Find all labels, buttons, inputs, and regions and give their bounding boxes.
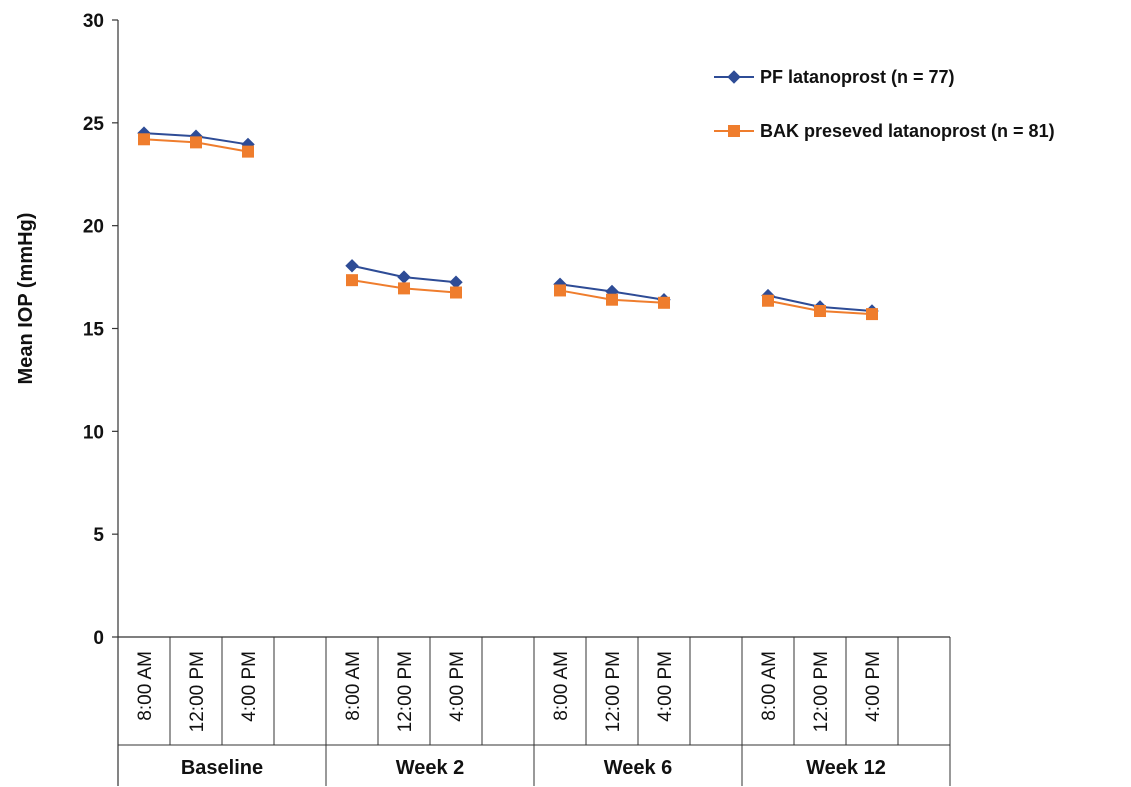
x-category-label: 12:00 PM	[395, 651, 416, 732]
legend-marker	[728, 125, 740, 137]
diamond-marker	[449, 275, 463, 289]
x-group-label: Week 6	[604, 757, 673, 779]
x-category-label: 12:00 PM	[603, 651, 624, 732]
square-marker	[762, 294, 774, 307]
x-category-label: 4:00 PM	[447, 651, 468, 722]
square-marker	[866, 308, 878, 321]
x-category-label: 12:00 PM	[811, 651, 832, 732]
x-category-label: 4:00 PM	[239, 651, 260, 722]
x-category-label: 8:00 AM	[343, 651, 364, 721]
y-tick-label: 10	[83, 422, 104, 443]
y-tick-label: 20	[83, 217, 104, 238]
square-marker	[554, 284, 566, 297]
legend-label: PF latanoprost (n = 77)	[760, 67, 955, 87]
x-group-label: Week 12	[806, 757, 886, 779]
square-marker	[346, 274, 358, 287]
diamond-marker	[345, 259, 359, 273]
square-marker	[190, 136, 202, 149]
y-tick-label: 5	[93, 525, 104, 546]
y-axis-title: Mean IOP (mmHg)	[15, 213, 37, 385]
legend: PF latanoprost (n = 77) BAK preseved lata…	[714, 67, 1055, 141]
square-marker	[814, 305, 826, 318]
x-axis-categories: 8:00 AM 12:00 PM 4:00 PM Baseline 8:00 AM 12:…	[135, 651, 886, 779]
square-marker	[450, 286, 462, 299]
square-marker	[658, 296, 670, 309]
x-group-label: Week 2	[396, 757, 465, 779]
y-tick-label: 0	[93, 628, 104, 649]
x-group-label: Baseline	[181, 757, 263, 779]
x-category-label: 4:00 PM	[863, 651, 884, 722]
series-layer	[137, 126, 879, 321]
square-marker	[138, 133, 150, 146]
y-tick-label: 15	[83, 320, 105, 341]
x-category-label: 8:00 AM	[551, 651, 572, 721]
y-tick-label: 30	[83, 11, 104, 32]
legend-item: PF latanoprost (n = 77)	[714, 67, 955, 87]
diamond-marker	[397, 270, 411, 284]
y-axis-ticks: 0 5 10 15 20 25 30	[83, 11, 118, 649]
legend-marker	[727, 70, 741, 84]
square-marker	[606, 293, 618, 306]
x-category-label: 8:00 AM	[759, 651, 780, 721]
y-tick-label: 25	[83, 114, 105, 135]
square-marker	[242, 145, 254, 158]
legend-item: BAK preseved latanoprost (n = 81)	[714, 121, 1055, 141]
x-category-label: 12:00 PM	[187, 651, 208, 732]
legend-label: BAK preseved latanoprost (n = 81)	[760, 121, 1055, 141]
series-2	[138, 133, 878, 321]
axes	[117, 20, 951, 786]
x-category-label: 8:00 AM	[135, 651, 156, 721]
x-category-label: 4:00 PM	[655, 651, 676, 722]
square-marker	[398, 282, 410, 295]
